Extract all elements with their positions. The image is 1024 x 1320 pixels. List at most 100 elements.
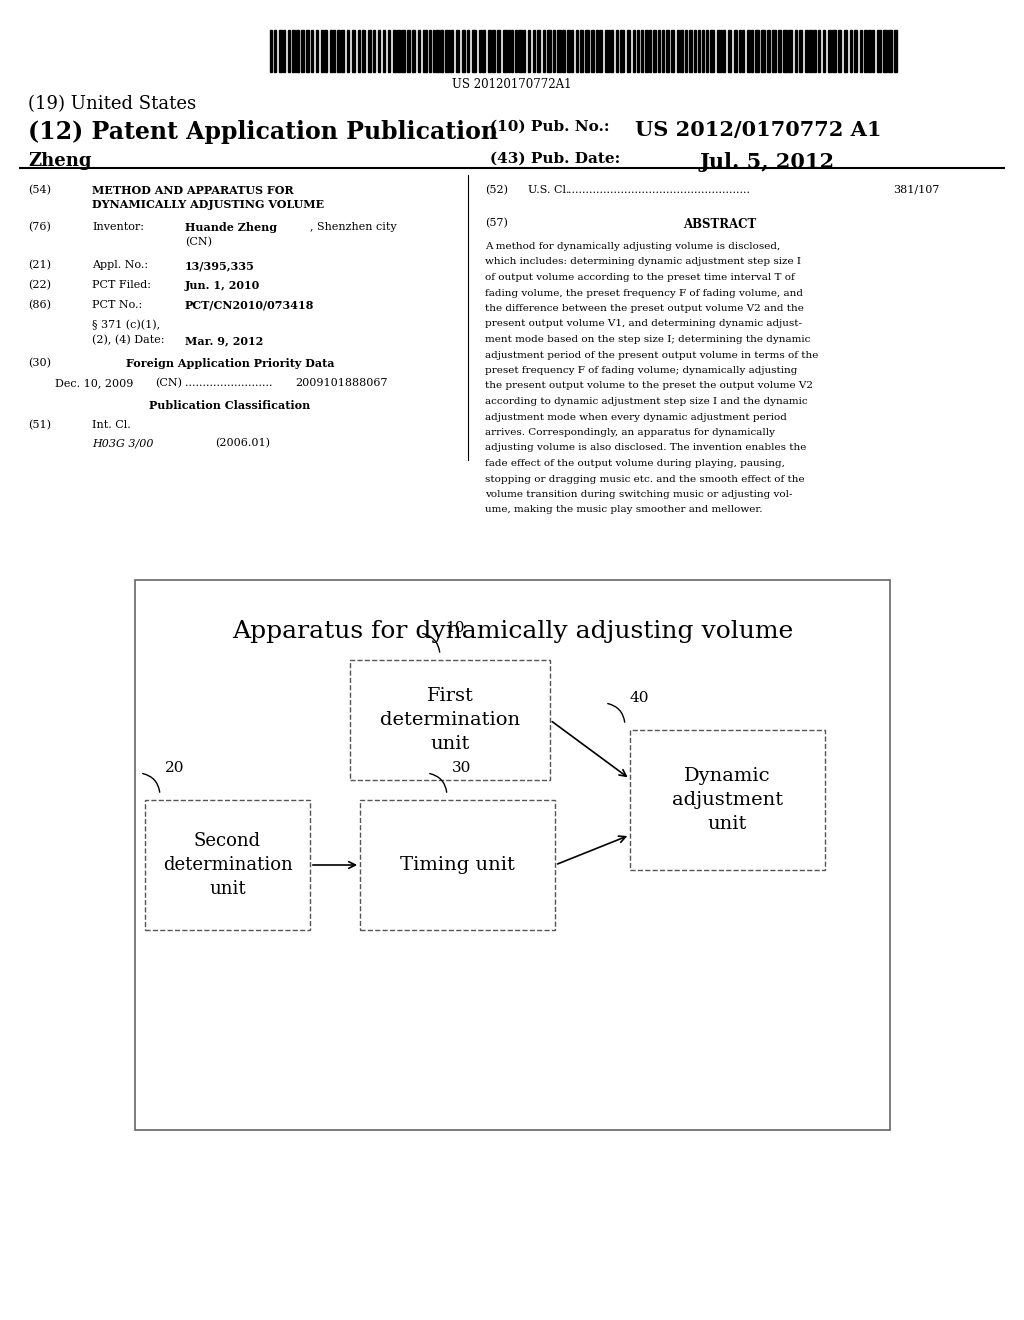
Text: ABSTRACT: ABSTRACT — [683, 218, 757, 231]
Bar — [591, 30, 594, 73]
Text: fade effect of the output volume during playing, pausing,: fade effect of the output volume during … — [485, 459, 784, 469]
Bar — [872, 30, 874, 73]
Bar — [637, 30, 639, 73]
Bar — [306, 30, 309, 73]
Bar — [746, 30, 750, 73]
Bar — [397, 30, 400, 73]
Text: Int. Cl.: Int. Cl. — [92, 420, 131, 430]
Text: (86): (86) — [28, 300, 51, 310]
Bar — [360, 800, 555, 931]
Bar — [894, 30, 897, 73]
Bar — [436, 30, 439, 73]
Bar — [783, 30, 787, 73]
Text: fading volume, the preset frequency F of fading volume, and: fading volume, the preset frequency F of… — [485, 289, 803, 297]
Bar — [694, 30, 696, 73]
Bar — [362, 30, 365, 73]
Text: (10) Pub. No.:: (10) Pub. No.: — [490, 120, 609, 135]
Text: METHOD AND APPARATUS FOR: METHOD AND APPARATUS FOR — [92, 185, 294, 195]
Text: .........................: ......................... — [185, 378, 272, 388]
Bar — [407, 30, 410, 73]
Bar — [292, 30, 295, 73]
Text: Appl. No.:: Appl. No.: — [92, 260, 148, 271]
Text: (52): (52) — [485, 185, 508, 195]
Bar — [761, 30, 765, 73]
Bar — [567, 30, 570, 73]
Bar — [850, 30, 852, 73]
Bar — [440, 30, 443, 73]
Text: ume, making the music play smoother and mellower.: ume, making the music play smoother and … — [485, 506, 763, 515]
Bar — [301, 30, 304, 73]
Bar — [854, 30, 857, 73]
Bar — [388, 30, 390, 73]
Bar — [689, 30, 692, 73]
Text: (54): (54) — [28, 185, 51, 195]
Text: (51): (51) — [28, 420, 51, 430]
Bar — [562, 30, 565, 73]
Text: which includes: determining dynamic adjustment step size I: which includes: determining dynamic adju… — [485, 257, 801, 267]
Bar — [518, 30, 522, 73]
Text: 40: 40 — [630, 690, 649, 705]
Bar — [373, 30, 375, 73]
Text: DYNAMICALLY ADJUSTING VOLUME: DYNAMICALLY ADJUSTING VOLUME — [92, 199, 325, 210]
Bar — [429, 30, 431, 73]
Bar — [860, 30, 862, 73]
Bar — [877, 30, 881, 73]
Bar — [497, 30, 500, 73]
Text: ....................................................: ........................................… — [568, 185, 750, 195]
Text: PCT No.:: PCT No.: — [92, 300, 142, 310]
Text: A method for dynamically adjusting volume is disclosed,: A method for dynamically adjusting volum… — [485, 242, 780, 251]
Text: (19) United States: (19) United States — [28, 95, 197, 114]
Bar — [492, 30, 495, 73]
Bar — [734, 30, 737, 73]
Text: according to dynamic adjustment step size I and the dynamic: according to dynamic adjustment step siz… — [485, 397, 808, 407]
Bar — [393, 30, 396, 73]
Bar — [412, 30, 415, 73]
Bar — [508, 30, 510, 73]
Bar — [599, 30, 602, 73]
Bar — [818, 30, 820, 73]
Bar — [823, 30, 825, 73]
Bar — [645, 30, 648, 73]
Text: (76): (76) — [28, 222, 51, 232]
Text: Foreign Application Priority Data: Foreign Application Priority Data — [126, 358, 334, 370]
Bar — [739, 30, 741, 73]
Bar — [479, 30, 481, 73]
Text: of output volume according to the preset time interval T of: of output volume according to the preset… — [485, 273, 795, 282]
Bar — [844, 30, 847, 73]
Text: (57): (57) — [485, 218, 508, 228]
Text: Apparatus for dynamically adjusting volume: Apparatus for dynamically adjusting volu… — [231, 620, 794, 643]
Text: Huande Zheng: Huande Zheng — [185, 222, 278, 234]
Bar — [658, 30, 660, 73]
Text: US 20120170772A1: US 20120170772A1 — [453, 78, 571, 91]
Text: 10: 10 — [445, 620, 465, 635]
Bar — [627, 30, 630, 73]
Bar — [641, 30, 643, 73]
Bar — [537, 30, 540, 73]
Bar — [450, 30, 453, 73]
Text: 30: 30 — [452, 762, 471, 775]
Text: U.S. Cl.: U.S. Cl. — [528, 185, 569, 195]
Bar — [423, 30, 427, 73]
Text: volume transition during switching music or adjusting vol-: volume transition during switching music… — [485, 490, 793, 499]
Bar — [511, 30, 513, 73]
Text: stopping or dragging music etc. and the smooth effect of the: stopping or dragging music etc. and the … — [485, 474, 805, 483]
Bar — [347, 30, 349, 73]
Bar — [296, 30, 299, 73]
Bar — [772, 30, 776, 73]
Bar — [575, 30, 578, 73]
Bar — [418, 30, 420, 73]
Text: US 2012/0170772 A1: US 2012/0170772 A1 — [635, 120, 882, 140]
Bar — [324, 30, 327, 73]
Text: ment mode based on the step size I; determining the dynamic: ment mode based on the step size I; dete… — [485, 335, 810, 345]
Bar — [523, 30, 525, 73]
Bar — [321, 30, 323, 73]
Text: , Shenzhen city: , Shenzhen city — [310, 222, 396, 232]
Bar — [888, 30, 892, 73]
Bar — [503, 30, 507, 73]
Bar — [283, 30, 285, 73]
Text: Mar. 9, 2012: Mar. 9, 2012 — [185, 335, 263, 346]
Text: Inventor:: Inventor: — [92, 222, 144, 232]
Text: the present output volume to the preset the output volume V2: the present output volume to the preset … — [485, 381, 813, 391]
Bar — [270, 30, 272, 73]
Bar — [378, 30, 380, 73]
